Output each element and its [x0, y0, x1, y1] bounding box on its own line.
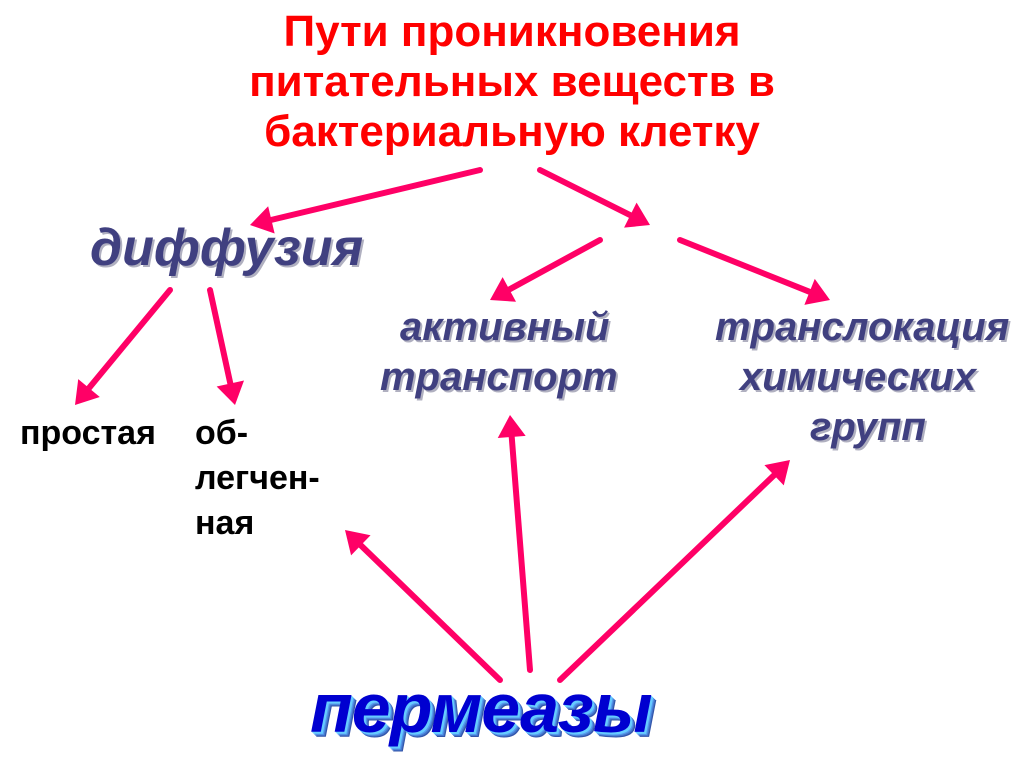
node-permeazy: пермеазы [310, 670, 652, 747]
arrow [560, 460, 790, 680]
arrow [75, 290, 170, 405]
node-transloc2: химических [740, 355, 976, 399]
node-active2: транспорт [380, 355, 618, 399]
node-facil2: легчен- [195, 460, 320, 497]
arrow [345, 530, 500, 680]
node-facil3: ная [195, 505, 254, 542]
node-facil1: об- [195, 415, 248, 452]
node-diffusion: диффузия [90, 220, 363, 277]
arrow [540, 170, 650, 228]
arrow [210, 290, 244, 405]
arrow [498, 415, 530, 670]
arrow [490, 240, 600, 302]
node-transloc3: групп [810, 405, 926, 449]
title-line-2: питательных веществ в [0, 58, 1024, 106]
diagram-stage: Пути проникновения питательных веществ в… [0, 0, 1024, 767]
node-transloc1: транслокация [715, 305, 1009, 349]
arrow [680, 240, 830, 305]
node-simple: простая [20, 415, 156, 452]
title-line-1: Пути проникновения [0, 8, 1024, 56]
title-line-3: бактериальную клетку [0, 108, 1024, 156]
node-active1: активный [400, 305, 609, 349]
